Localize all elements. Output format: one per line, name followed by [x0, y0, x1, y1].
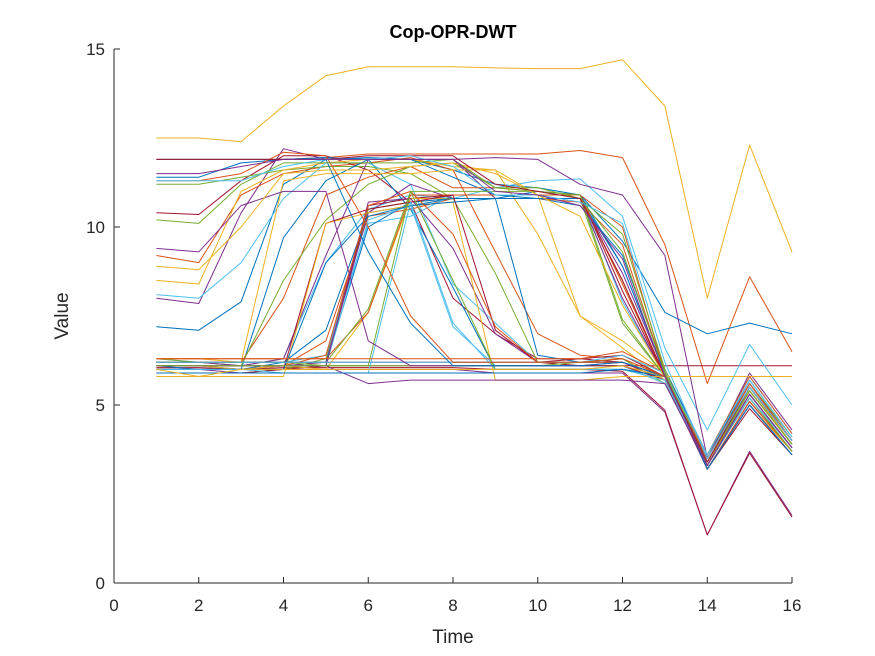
chart-title: Cop-OPR-DWT	[390, 22, 517, 42]
x-tick-label: 2	[194, 596, 203, 615]
series-line-1	[156, 59, 793, 299]
series-layer	[156, 59, 793, 536]
x-tick-label: 10	[528, 596, 547, 615]
x-tick-label: 16	[783, 596, 802, 615]
series-line-7	[156, 367, 793, 536]
x-axis-label: Time	[432, 627, 474, 648]
y-axis-label: Value	[52, 292, 73, 339]
y-tick-label: 5	[96, 396, 105, 415]
x-tick-label: 12	[613, 596, 632, 615]
x-tick-label: 4	[279, 596, 288, 615]
x-tick-label: 0	[109, 596, 118, 615]
y-tick-label: 15	[86, 40, 105, 59]
x-ticks: 0 2 4 6 8 10 12 14 16	[109, 577, 801, 615]
series-line-4	[156, 157, 793, 335]
y-tick-label: 0	[96, 574, 105, 593]
series-line-52	[156, 158, 793, 466]
series-line-51	[156, 155, 793, 459]
series-line-33	[156, 201, 792, 381]
series-line-50	[156, 155, 793, 463]
series-line-37	[156, 201, 793, 466]
x-tick-label: 8	[448, 596, 457, 615]
y-tick-label: 10	[86, 218, 105, 237]
y-ticks: 0 5 10 15	[86, 40, 120, 593]
series-line-15	[156, 158, 793, 456]
x-tick-label: 14	[698, 596, 717, 615]
x-tick-label: 6	[364, 596, 373, 615]
